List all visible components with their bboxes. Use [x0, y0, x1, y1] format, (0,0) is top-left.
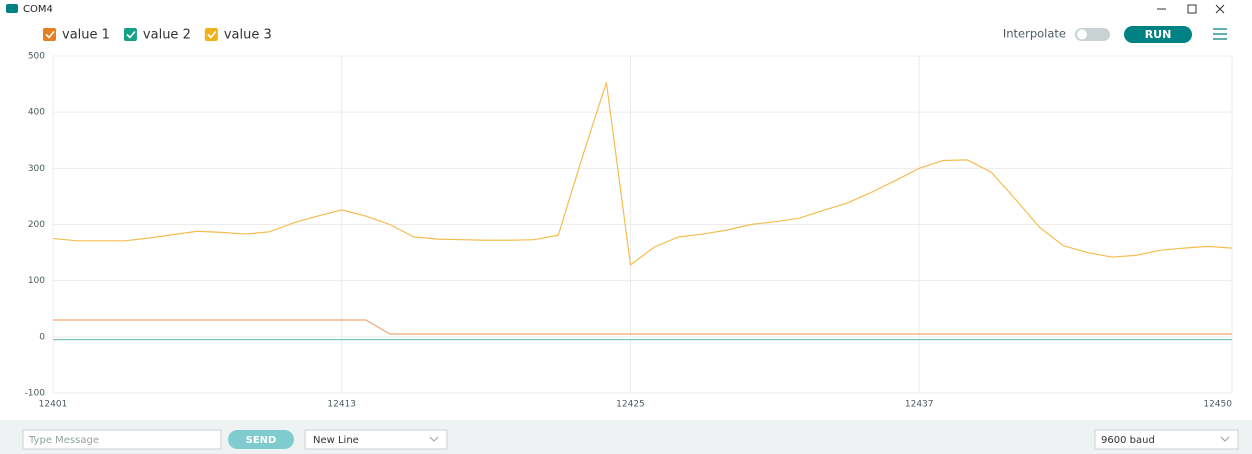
run-button[interactable]: [1124, 26, 1192, 43]
send-label: SEND: [246, 435, 277, 446]
message-input[interactable]: [22, 429, 222, 450]
toggle-knob: [1077, 29, 1087, 40]
app-icon: [6, 4, 18, 13]
legend-checkbox[interactable]: [123, 28, 137, 41]
window-title: COM4: [23, 4, 53, 15]
legend-checkbox[interactable]: [204, 28, 218, 41]
run-label: RUN: [1145, 28, 1172, 41]
y-tick-label: 400: [28, 108, 45, 118]
clear-button[interactable]: [1213, 28, 1227, 40]
x-tick-label: 12437: [905, 400, 934, 410]
interpolate-label: Interpolate: [1003, 27, 1066, 41]
restore[interactable]: [1187, 4, 1197, 14]
line-ending-select[interactable]: [304, 429, 448, 450]
legend-check: [126, 30, 136, 39]
close[interactable]: [1215, 4, 1225, 14]
y-tick-label: 0: [39, 332, 45, 342]
send-button[interactable]: [228, 430, 294, 449]
message-placeholder: Type Message: [28, 435, 99, 446]
y-tick-label: 500: [28, 52, 45, 62]
x-tick-label: 12401: [39, 400, 68, 410]
legend-check: [45, 30, 55, 39]
y-tick-label: 300: [28, 164, 45, 174]
legend-label: value 2: [143, 28, 191, 43]
x-tick-label: 12425: [616, 400, 645, 410]
baud-select[interactable]: [1094, 429, 1239, 450]
series-line: [53, 319, 1232, 335]
legend-label: value 1: [62, 28, 110, 43]
dropdown-arrow: [429, 436, 439, 442]
y-tick-label: 200: [28, 220, 45, 230]
legend-label: value 3: [224, 28, 272, 43]
y-tick-label: -100: [25, 389, 46, 399]
x-tick-label: 12450: [1203, 400, 1232, 410]
x-tick-label: 12413: [327, 400, 356, 410]
dropdown-arrow: [1220, 436, 1230, 442]
series-line: [52, 82, 1233, 267]
legend-checkbox[interactable]: [43, 28, 56, 41]
legend-check: [207, 30, 217, 39]
baud-value: 9600 baud: [1101, 435, 1155, 446]
line-ending-value: New Line: [313, 435, 359, 446]
y-tick-label: 100: [28, 276, 45, 286]
